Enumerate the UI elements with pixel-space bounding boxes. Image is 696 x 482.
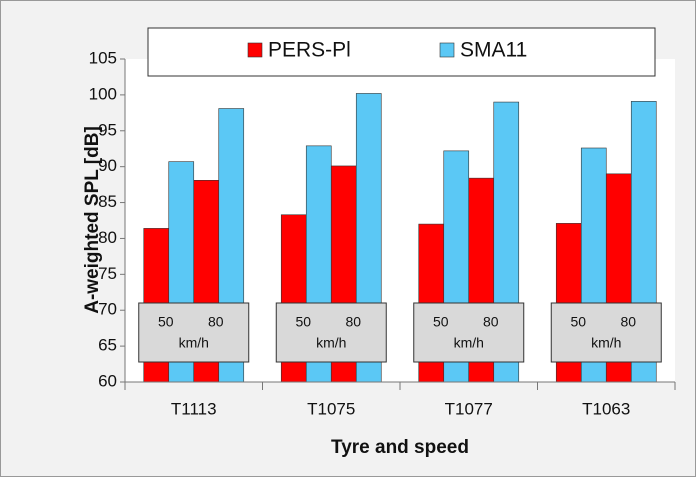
y-tick-label: 105 bbox=[89, 48, 117, 67]
y-tick-label: 80 bbox=[98, 228, 117, 247]
speed-unit: km/h bbox=[454, 335, 484, 351]
y-tick-label: 95 bbox=[98, 120, 117, 139]
x-axis-title: Tyre and speed bbox=[331, 437, 469, 458]
x-tick-label: T1113 bbox=[171, 399, 217, 418]
speed-box bbox=[550, 302, 662, 363]
y-tick-label: 65 bbox=[98, 336, 117, 355]
speed-label: 80 bbox=[483, 314, 499, 330]
legend-box bbox=[147, 27, 656, 77]
x-tick-label: T1063 bbox=[582, 399, 630, 418]
speed-label: 50 bbox=[158, 314, 174, 330]
speed-box bbox=[413, 302, 525, 363]
y-tick-label: 70 bbox=[98, 300, 117, 319]
speed-label: 80 bbox=[345, 314, 361, 330]
y-tick-label: 90 bbox=[98, 156, 117, 175]
speed-box bbox=[138, 302, 250, 363]
y-axis-title: A-weighted SPL [dB] bbox=[82, 126, 103, 314]
y-tick-label: 100 bbox=[89, 84, 117, 103]
speed-unit: km/h bbox=[591, 335, 621, 351]
speed-label: 80 bbox=[620, 314, 636, 330]
y-tick-label: 75 bbox=[98, 264, 117, 283]
x-tick-label: T1075 bbox=[307, 399, 355, 418]
legend-label: PERS-Pl bbox=[268, 39, 351, 62]
speed-unit: km/h bbox=[179, 335, 209, 351]
x-tick-label: T1077 bbox=[445, 399, 493, 418]
speed-label: 80 bbox=[208, 314, 224, 330]
legend-swatch bbox=[439, 42, 455, 58]
y-tick-label: 85 bbox=[98, 192, 117, 211]
legend-swatch bbox=[247, 42, 263, 58]
speed-label: 50 bbox=[433, 314, 449, 330]
y-tick-label: 60 bbox=[98, 371, 117, 390]
speed-label: 50 bbox=[295, 314, 311, 330]
speed-unit: km/h bbox=[316, 335, 346, 351]
speed-box bbox=[275, 302, 387, 363]
legend-label: SMA11 bbox=[460, 39, 527, 62]
speed-label: 50 bbox=[570, 314, 586, 330]
